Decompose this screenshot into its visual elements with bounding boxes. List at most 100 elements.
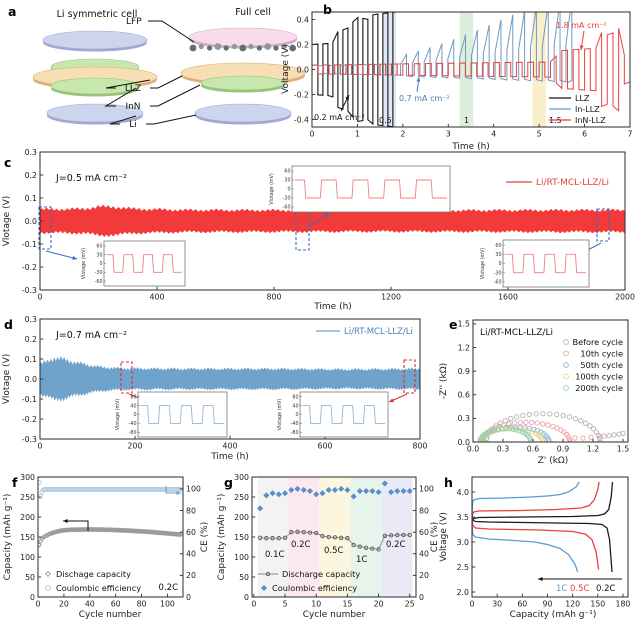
- zoom-region-box: [403, 359, 416, 394]
- series-group: [40, 356, 420, 403]
- circle-marker: [407, 532, 412, 538]
- right-tick-label: 0: [186, 593, 191, 602]
- panel-letter-e: e: [449, 317, 457, 332]
- y-tick-label: 0.0: [458, 438, 470, 447]
- circle-marker: [282, 535, 288, 540]
- x-tick-label: 5: [537, 130, 542, 139]
- blue-disc: [194, 103, 292, 125]
- y-axis-label: Capacity (mAh g⁻¹): [217, 494, 227, 581]
- y-tick-label: -0.2: [22, 263, 37, 272]
- circle-marker: [388, 533, 394, 538]
- y-axis-label: Voltage (V): [281, 44, 291, 94]
- diamond-marker: [300, 486, 307, 494]
- svg-text:-40: -40: [291, 421, 299, 427]
- y-tick-label: 100: [20, 553, 35, 562]
- inset-ylabel: Vlotage (mV): [269, 173, 275, 205]
- svg-text:0: 0: [498, 261, 501, 267]
- arrowhead: [72, 255, 77, 260]
- y-tick-label: 0: [244, 593, 249, 602]
- x-tick-label: 800: [267, 293, 282, 302]
- circle-marker: [580, 435, 586, 441]
- circle-marker: [523, 419, 529, 425]
- x-tick-label: 400: [223, 442, 238, 451]
- annotation-label: 0.5C: [324, 546, 344, 556]
- diamond-marker: [257, 505, 264, 512]
- circle-marker: [307, 530, 313, 535]
- series-discharge-capacity: [257, 529, 412, 552]
- annotation-label: 0.2C: [159, 583, 179, 593]
- arrowhead: [389, 398, 394, 402]
- svg-text:30: 30: [96, 252, 102, 258]
- x-tick-label: 0: [251, 600, 256, 609]
- panel-letter-c: c: [4, 155, 11, 170]
- arrowhead: [345, 95, 349, 100]
- inset-square-wave: [141, 405, 224, 424]
- right-axis-label: CE (%): [200, 522, 210, 552]
- svg-text:80: 80: [292, 394, 298, 400]
- svg-text:0: 0: [133, 412, 136, 418]
- y-tick-label: 3.0: [457, 538, 469, 547]
- x-tick-label: 30: [492, 600, 502, 609]
- svg-text:-80: -80: [291, 430, 299, 436]
- annotation-arrow: [165, 486, 181, 494]
- circle-marker: [620, 430, 626, 436]
- series-discharge-capacity: [38, 526, 183, 548]
- diamond-marker: [294, 485, 301, 492]
- circle-marker: [597, 433, 603, 440]
- y-tick-label: 2.5: [457, 563, 469, 572]
- circle-marker: [606, 433, 612, 439]
- circle-marker: [596, 435, 603, 442]
- legend-label: 200th cycle: [575, 383, 623, 393]
- panel-letter-a: a: [8, 4, 16, 19]
- circle-marker: [257, 535, 263, 540]
- diamond-marker: [406, 488, 413, 495]
- diamond-marker: [306, 488, 314, 495]
- circle-marker: [370, 546, 375, 551]
- x-tick-label: 1200: [381, 293, 401, 302]
- right-tick-label: 60: [419, 528, 429, 537]
- diamond-marker: [282, 490, 289, 497]
- x-tick-label: 1.2: [587, 445, 599, 454]
- x-tick-label: 2: [400, 130, 405, 139]
- circle-marker: [513, 414, 520, 420]
- series-discharge-0p5c: [472, 519, 600, 570]
- y-tick-label: 0.4: [297, 15, 309, 24]
- zoom-region-box: [38, 206, 52, 250]
- right-tick-label: 40: [419, 550, 429, 559]
- series-in-llz-spikes: [400, 12, 573, 83]
- y-tick-label: 0.9: [458, 367, 470, 376]
- svg-text:60: 60: [96, 244, 102, 250]
- circle-marker: [502, 425, 509, 432]
- series-group: [40, 204, 625, 238]
- y-tick-label: 200: [234, 513, 249, 522]
- circle-marker: [401, 532, 406, 538]
- layer-label-lfp: LFP: [126, 17, 142, 27]
- x-tick-label: 6: [582, 130, 587, 139]
- x-axis-label: Capacity (mAh g⁻¹): [510, 610, 597, 620]
- x-tick-label: 200: [128, 442, 143, 451]
- circle-marker: [529, 419, 535, 426]
- series-li-rt-mcl-llz-li: [40, 356, 420, 403]
- circle-marker: [563, 373, 569, 380]
- legend-label: LLZ: [575, 94, 590, 103]
- y-tick-label: 0.1: [25, 194, 37, 203]
- inset-square-wave: [506, 253, 586, 274]
- legend: Dischage capacity Coulombic efficiency: [44, 569, 141, 593]
- svg-text:30: 30: [495, 252, 501, 258]
- circle-marker: [532, 430, 539, 436]
- circle-marker: [345, 536, 350, 541]
- y-tick-label: 0.1: [25, 355, 37, 364]
- diamond-marker: [54, 528, 61, 535]
- circle-marker: [547, 411, 553, 417]
- arrowhead: [538, 577, 543, 581]
- legend-label: Dischage capacity: [56, 569, 131, 579]
- x-tick-label: 4: [491, 130, 496, 139]
- lfp-particles: [189, 43, 296, 52]
- x-tick-label: 10: [311, 600, 321, 609]
- series-discharge-0p2c: [472, 515, 613, 573]
- y-tick-label: 300: [20, 473, 35, 482]
- x-tick-label: 0.6: [527, 445, 539, 454]
- right-tick-label: 80: [186, 506, 196, 515]
- diamond-marker: [381, 480, 388, 487]
